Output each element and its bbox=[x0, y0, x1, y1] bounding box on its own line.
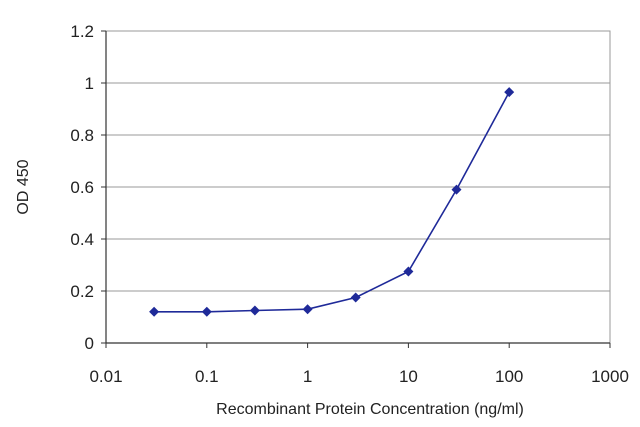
data-point bbox=[451, 184, 462, 195]
data-point bbox=[403, 266, 414, 277]
x-tick-label: 1 bbox=[303, 367, 312, 386]
y-tick-label: 1 bbox=[85, 74, 94, 93]
data-point bbox=[201, 306, 212, 317]
y-tick-labels: 0 0.2 0.4 0.6 0.8 1 1.2 bbox=[70, 22, 94, 353]
y-tick-label: 0.2 bbox=[70, 282, 94, 301]
x-tick-label: 100 bbox=[495, 367, 523, 386]
x-tick-label: 1000 bbox=[591, 367, 629, 386]
x-tick-label: 10 bbox=[399, 367, 418, 386]
y-tick-label: 0.8 bbox=[70, 126, 94, 145]
x-axis-title: Recombinant Protein Concentration (ng/ml… bbox=[216, 401, 524, 418]
x-tick-label: 0.1 bbox=[195, 367, 219, 386]
series-line bbox=[154, 91, 510, 313]
data-point bbox=[350, 292, 361, 303]
series bbox=[149, 87, 515, 317]
y-tick-label: 1.2 bbox=[70, 22, 94, 41]
x-tick-labels: 0.01 0.1 1 10 100 1000 bbox=[89, 367, 628, 386]
gridlines bbox=[106, 30, 610, 292]
data-point bbox=[249, 305, 260, 316]
data-point bbox=[149, 306, 160, 317]
y-tick-label: 0.6 bbox=[70, 178, 94, 197]
data-point bbox=[504, 87, 515, 98]
data-point bbox=[302, 304, 313, 315]
y-tick-label: 0 bbox=[85, 334, 94, 353]
y-axis-title: OD 450 bbox=[15, 159, 32, 214]
x-tick-label: 0.01 bbox=[89, 367, 122, 386]
axes bbox=[101, 30, 611, 348]
y-tick-label: 0.4 bbox=[70, 230, 94, 249]
